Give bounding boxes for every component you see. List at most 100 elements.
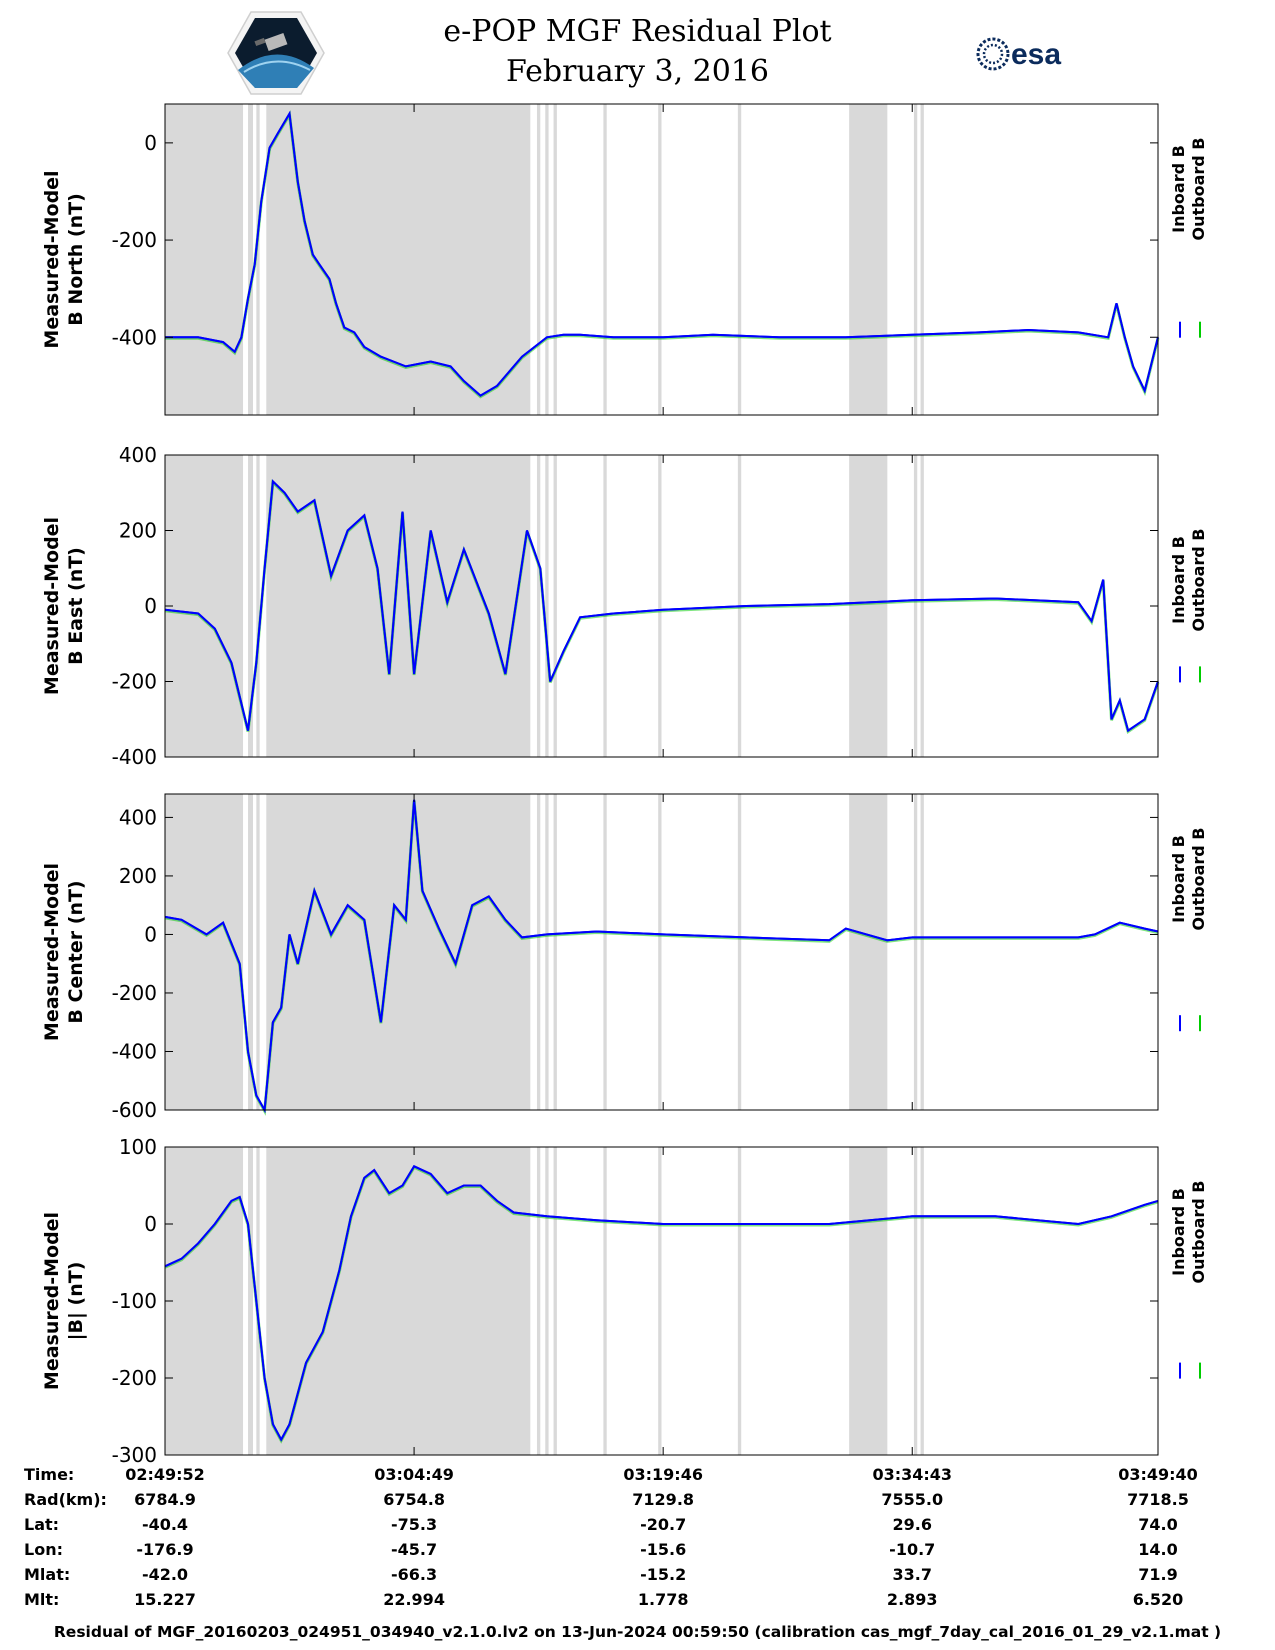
ytick-label-2-1: 200: [119, 864, 157, 888]
shaded-region-3-9: [737, 1147, 742, 1455]
ephemeris-value: 03:49:40: [1118, 1465, 1198, 1484]
shaded-region-3-6: [553, 1147, 557, 1455]
shaded-region-1-11: [913, 455, 918, 757]
shaded-region-2-9: [737, 794, 742, 1110]
series-inboard-main-2: [164, 799, 1159, 1114]
shaded-region-1-12: [920, 455, 924, 757]
shaded-region-1-4: [536, 455, 541, 757]
ephemeris-value: -10.7: [889, 1540, 936, 1559]
ytick-label-0-0: 0: [144, 131, 157, 155]
shaded-region-2-8: [658, 794, 662, 1110]
ephemeris-value: 7555.0: [881, 1490, 944, 1509]
shaded-region-0-8: [658, 104, 662, 415]
ytick-label-2-4: -400: [112, 1039, 157, 1063]
ephemeris-value: 71.9: [1138, 1565, 1178, 1584]
ephemeris-value: 2.893: [886, 1590, 938, 1609]
shaded-region-1-3: [266, 455, 531, 757]
shaded-region-2-5: [545, 794, 549, 1110]
ephemeris-value: -20.7: [640, 1515, 687, 1534]
ytick-label-3-3: -200: [112, 1366, 157, 1390]
ytick-label-1-4: -400: [112, 745, 157, 769]
ephemeris-value: 03:34:43: [872, 1465, 953, 1484]
ephemeris-row-label: Rad(km):: [24, 1490, 107, 1509]
series-inboard-main-0: [165, 110, 1159, 397]
ylabel-2-1: B Center (nT): [65, 880, 87, 1023]
shaded-region-1-7: [603, 455, 607, 757]
shaded-region-3-1: [248, 1147, 254, 1455]
ytick-label-3-2: -100: [112, 1289, 157, 1313]
svg-text:esa: esa: [1011, 38, 1061, 71]
ytick-label-3-4: -300: [112, 1443, 157, 1467]
ytick-label-3-0: 100: [119, 1135, 157, 1159]
ephemeris-row-label: Lon:: [24, 1540, 63, 1559]
ephemeris-value: 33.7: [892, 1565, 932, 1584]
ylabel-3-1: |B| (nT): [65, 1262, 87, 1341]
shaded-region-3-12: [920, 1147, 924, 1455]
ephemeris-value: 29.6: [892, 1515, 932, 1534]
ephemeris-value: 14.0: [1138, 1540, 1178, 1559]
shaded-region-1-8: [658, 455, 662, 757]
shaded-region-1-0: [165, 455, 244, 757]
chart-date: February 3, 2016: [505, 54, 769, 89]
shaded-region-2-4: [536, 794, 541, 1110]
ylabel-0-0: Measured-Model: [41, 170, 63, 348]
cassiope-logo: [227, 11, 325, 95]
ephemeris-value: -15.6: [640, 1540, 687, 1559]
plot-frame-0: [164, 103, 1159, 416]
ytick-label-0-1: -200: [112, 228, 157, 252]
ephemeris-value: 7129.8: [632, 1490, 695, 1509]
ephemeris-value: -15.2: [640, 1565, 687, 1584]
legend-label-inboard-2: Inboard B: [1169, 835, 1188, 923]
ephemeris-value: 6754.8: [383, 1490, 445, 1509]
shaded-region-2-6: [553, 794, 557, 1110]
ytick-label-2-5: -600: [112, 1098, 157, 1122]
ytick-label-1-2: 0: [144, 594, 157, 618]
shaded-region-0-0: [165, 104, 244, 415]
shaded-region-0-1: [248, 104, 254, 415]
shaded-region-0-4: [536, 104, 541, 415]
shaded-region-0-11: [913, 104, 918, 415]
shaded-region-3-0: [165, 1147, 244, 1455]
shaded-region-2-0: [165, 794, 244, 1110]
ephemeris-row-label: Lat:: [24, 1515, 60, 1534]
ephemeris-value: 02:49:52: [125, 1465, 205, 1484]
esa-logo: esa: [976, 37, 1061, 71]
shaded-region-1-5: [545, 455, 549, 757]
ephemeris-value: 03:19:46: [623, 1465, 703, 1484]
legend-label-inboard-0: Inboard B: [1169, 145, 1188, 233]
shaded-region-1-2: [256, 455, 260, 757]
shaded-region-3-8: [658, 1147, 662, 1455]
shaded-region-3-4: [536, 1147, 541, 1455]
footer-caption: Residual of MGF_20160203_024951_034940_v…: [53, 1623, 1222, 1641]
shaded-region-3-10: [849, 1147, 888, 1455]
shaded-region-1-6: [553, 455, 557, 757]
ephemeris-value: -40.4: [141, 1515, 189, 1534]
shaded-region-0-7: [603, 104, 607, 415]
legend-label-inboard-3: Inboard B: [1169, 1188, 1188, 1276]
ephemeris-value: -45.7: [391, 1540, 438, 1559]
plot-frame-2: [164, 793, 1159, 1111]
ephemeris-value: 22.994: [383, 1590, 445, 1609]
shaded-region-0-6: [553, 104, 557, 415]
series-inboard-main-3: [164, 1165, 1159, 1442]
shaded-region-0-3: [266, 104, 531, 415]
ephemeris-value: 6784.9: [134, 1490, 196, 1509]
shaded-region-2-12: [920, 794, 924, 1110]
shaded-region-2-1: [248, 794, 254, 1110]
ytick-label-0-2: -400: [112, 325, 157, 349]
ytick-label-1-3: -200: [112, 670, 157, 694]
ytick-label-2-2: 0: [144, 922, 157, 946]
ytick-label-1-1: 200: [119, 519, 157, 543]
ytick-label-1-0: 400: [119, 443, 157, 467]
ylabel-2-0: Measured-Model: [41, 863, 63, 1041]
shaded-region-0-5: [545, 104, 549, 415]
shaded-region-0-9: [737, 104, 742, 415]
ephemeris-value: 74.0: [1138, 1515, 1178, 1534]
shaded-region-3-5: [545, 1147, 549, 1455]
ephemeris-row-label: Mlt:: [24, 1590, 60, 1609]
legend-label-outboard-2: Outboard B: [1189, 828, 1208, 931]
shaded-region-0-12: [920, 104, 924, 415]
ephemeris-row-label: Mlat:: [24, 1565, 71, 1584]
ylabel-1-0: Measured-Model: [41, 517, 63, 695]
